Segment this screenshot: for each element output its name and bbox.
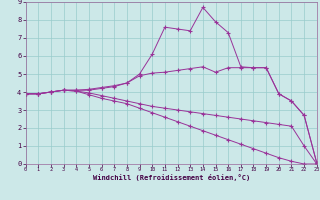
X-axis label: Windchill (Refroidissement éolien,°C): Windchill (Refroidissement éolien,°C): [92, 174, 250, 181]
